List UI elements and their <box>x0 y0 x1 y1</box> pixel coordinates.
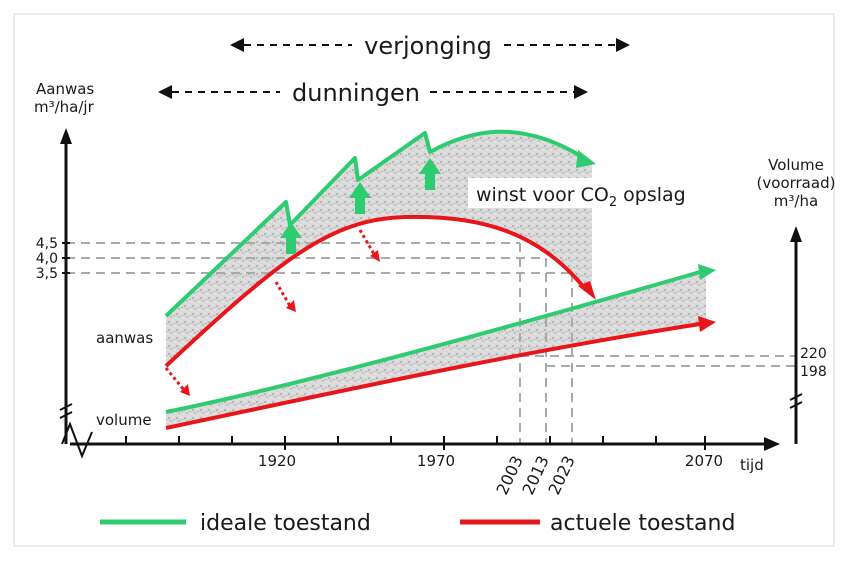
tijd-label: tijd <box>740 456 764 474</box>
right-axis-break <box>789 393 803 409</box>
left-axis-arrowhead <box>60 128 72 144</box>
volume-label: volume <box>96 411 152 429</box>
left-tick-label-2: 4,0 <box>36 251 58 267</box>
actual-aanwas-arrowhead <box>578 281 596 300</box>
up-arrow-3 <box>419 158 441 190</box>
left-tick-label-3: 3,5 <box>36 266 58 282</box>
legend-ideal-label: ideale toestand <box>200 511 371 536</box>
dunningen-arrow <box>158 85 588 99</box>
red-dotted-arrowheads <box>180 250 380 396</box>
up-arrow-2 <box>349 182 371 214</box>
aanwas-label: aanwas <box>96 329 153 347</box>
ideal-aanwas-curve <box>164 129 586 318</box>
up-arrow-1 <box>280 222 302 254</box>
right-tick-label-2: 198 <box>800 364 827 380</box>
right-axis-unit: m³/ha <box>774 192 818 210</box>
ideal-aanwas-arrowhead <box>576 150 596 168</box>
thinning-arrows <box>280 158 441 254</box>
time-axis-break <box>61 421 93 459</box>
outer-border <box>13 13 835 547</box>
x-tick-label-1920: 1920 <box>258 452 296 470</box>
time-axis-arrowhead <box>764 437 780 451</box>
winst-label-bg <box>468 178 706 208</box>
right-guides <box>520 355 796 367</box>
red-dotted-arrows <box>164 229 376 391</box>
verjonging-label: verjonging <box>364 32 492 60</box>
right-axis-title: Volume <box>768 156 824 174</box>
dunningen-label: dunningen <box>292 79 420 107</box>
actual-volume-curve <box>165 322 701 430</box>
left-axis-title: Aanwas <box>36 80 94 98</box>
x-tick-label-2070: 2070 <box>685 452 723 470</box>
winst-label: winst voor CO2 opslag <box>476 184 686 210</box>
verjonging-arrow <box>230 38 630 52</box>
time-axis-ticks <box>125 436 706 450</box>
actual-aanwas-curve <box>164 214 588 368</box>
actual-volume-arrowhead <box>698 316 716 332</box>
right-axis-subtitle: (voorraad) <box>757 174 836 192</box>
ideal-volume-curve <box>165 270 701 414</box>
ideal-volume-arrowhead <box>698 264 716 280</box>
left-guides <box>66 242 572 274</box>
left-axis-break <box>59 403 73 419</box>
right-axis-arrowhead <box>790 226 802 242</box>
x-tick-label-1970: 1970 <box>417 452 455 470</box>
left-axis-unit: m³/ha/jr <box>34 98 95 116</box>
right-tick-label-1: 220 <box>800 346 827 362</box>
legend-actual-label: actuele toestand <box>550 511 735 536</box>
left-axis-ticks <box>62 242 70 274</box>
left-tick-label-1: 4,5 <box>36 236 58 252</box>
